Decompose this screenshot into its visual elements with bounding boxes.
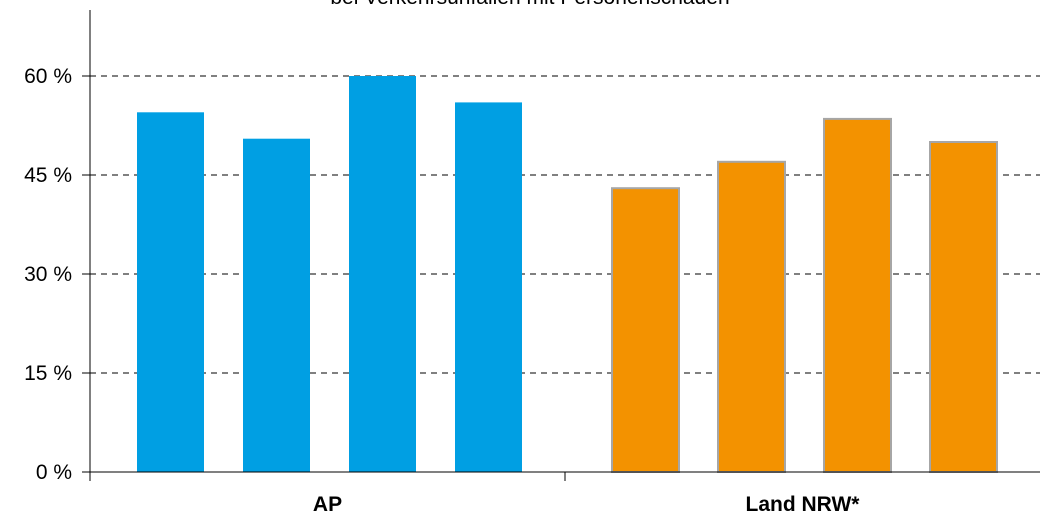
bar [243, 138, 310, 472]
bar [137, 112, 204, 473]
bar [611, 187, 680, 473]
bars [137, 76, 998, 474]
labels: 0 % 15 % 30 % 45 % 60 % AP Land NRW* [24, 65, 860, 516]
bar [929, 141, 998, 473]
bar [455, 102, 522, 473]
y-tick-label: 45 % [24, 164, 72, 187]
category-label: AP [313, 493, 342, 516]
axes [82, 10, 1040, 481]
gridlines [90, 75, 1040, 374]
y-tick-label: 15 % [24, 362, 72, 385]
bar [717, 160, 786, 474]
y-tick-label: 30 % [24, 263, 72, 286]
chart-title: bei Verkehrsunfällen mit Personenschaden [330, 0, 729, 9]
y-tick-label: 60 % [24, 65, 72, 88]
bar [349, 76, 416, 472]
category-label: Land NRW* [746, 493, 861, 516]
bar [823, 117, 892, 474]
y-tick-label: 0 % [36, 461, 72, 484]
